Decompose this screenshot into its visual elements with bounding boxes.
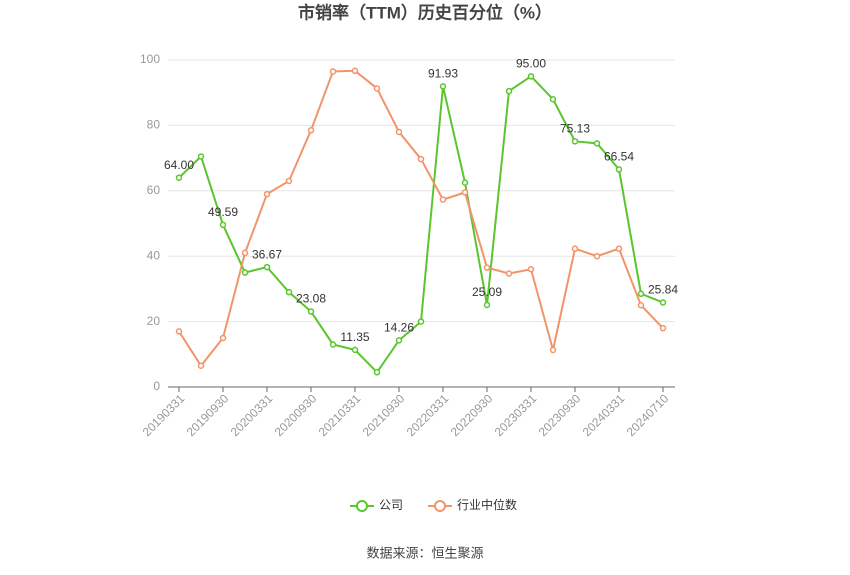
point xyxy=(659,324,667,332)
point xyxy=(483,264,491,271)
x-tick-label: 20190331 xyxy=(140,391,188,439)
data-label: 23.08 xyxy=(296,292,326,306)
data-label: 95.00 xyxy=(516,57,546,71)
data-label: 75.13 xyxy=(560,121,590,135)
point xyxy=(505,270,513,277)
y-tick-label: 0 xyxy=(153,379,160,393)
point xyxy=(175,328,183,335)
point xyxy=(461,179,469,186)
point xyxy=(263,263,271,271)
point xyxy=(527,266,535,273)
data-label: 25.09 xyxy=(472,285,502,299)
data-label: 64.00 xyxy=(164,158,194,172)
point xyxy=(285,177,293,185)
data-label: 36.67 xyxy=(252,247,282,261)
point xyxy=(505,87,513,95)
x-tick-label: 20200331 xyxy=(228,391,276,439)
point xyxy=(329,341,337,348)
point xyxy=(659,299,667,306)
point xyxy=(461,189,469,196)
data-label: 49.59 xyxy=(208,205,238,219)
point xyxy=(615,245,623,252)
point xyxy=(615,166,623,173)
x-tick-label: 20230331 xyxy=(492,391,540,439)
point xyxy=(395,337,403,344)
point xyxy=(395,128,403,136)
point xyxy=(307,308,315,315)
point xyxy=(197,362,205,369)
data-label: 66.54 xyxy=(604,150,634,164)
point xyxy=(219,221,227,229)
point xyxy=(571,245,579,252)
legend-marker xyxy=(356,500,368,512)
x-tick-label: 20200930 xyxy=(272,391,320,439)
x-tick-label: 20240331 xyxy=(580,391,628,439)
point xyxy=(219,334,227,342)
y-tick-label: 60 xyxy=(147,183,161,197)
x-tick-label: 20220331 xyxy=(404,391,452,439)
data-label: 11.35 xyxy=(340,330,369,344)
legend-label: 行业中位数 xyxy=(457,497,517,512)
point xyxy=(483,301,491,309)
x-tick-label: 20210930 xyxy=(360,391,408,439)
point xyxy=(373,369,381,376)
point xyxy=(241,249,249,257)
point xyxy=(549,346,557,354)
point xyxy=(549,95,557,103)
y-tick-label: 40 xyxy=(147,248,161,262)
y-tick-label: 20 xyxy=(147,314,161,328)
legend-marker xyxy=(434,500,447,512)
point xyxy=(417,318,425,325)
y-tick-label: 80 xyxy=(147,118,161,132)
y-tick-label: 100 xyxy=(140,52,160,66)
point xyxy=(197,153,205,160)
point xyxy=(593,140,601,147)
point xyxy=(637,290,645,298)
point xyxy=(593,252,601,260)
legend-label: 公司 xyxy=(379,498,403,512)
point xyxy=(637,302,645,309)
chart-title: 市销率（TTM）历史百分位（%） xyxy=(298,2,552,22)
point xyxy=(439,83,447,90)
point xyxy=(527,73,535,80)
series-line xyxy=(178,75,664,374)
point xyxy=(241,269,249,276)
data-label: 91.93 xyxy=(428,67,458,81)
x-tick-label: 20210331 xyxy=(316,391,364,439)
point xyxy=(175,174,183,181)
x-tick-label: 20220930 xyxy=(448,391,496,439)
point xyxy=(329,68,337,75)
x-tick-label: 20240710 xyxy=(624,391,672,439)
data-label: 14.26 xyxy=(384,321,414,335)
data-label: 25.84 xyxy=(648,283,678,297)
point xyxy=(263,190,271,198)
point xyxy=(417,155,425,163)
point xyxy=(285,288,293,296)
point xyxy=(373,85,381,92)
point xyxy=(307,127,315,134)
x-tick-label: 20230930 xyxy=(536,391,584,439)
point xyxy=(351,346,359,354)
x-tick-label: 20190930 xyxy=(184,391,232,439)
point xyxy=(439,196,447,203)
point xyxy=(571,138,579,145)
point xyxy=(351,67,359,75)
source: 数据来源：恒生聚源 xyxy=(366,545,483,560)
